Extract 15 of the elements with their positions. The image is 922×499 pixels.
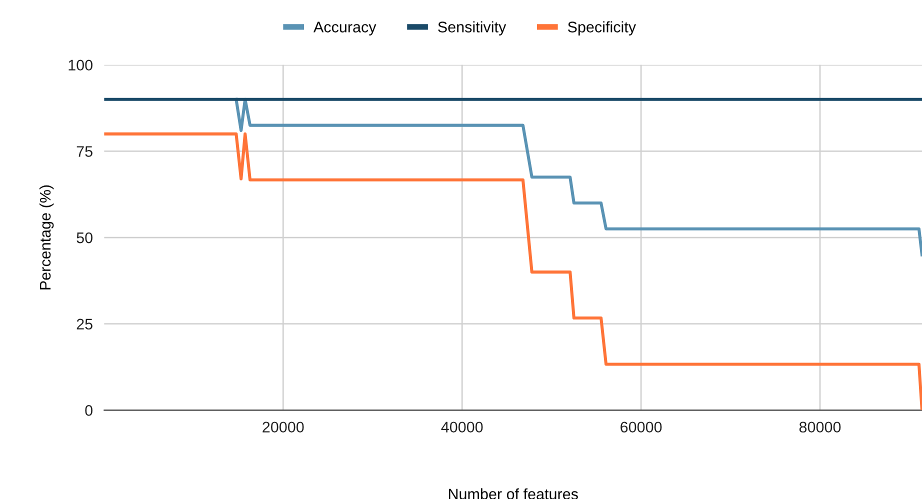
y-axis-title: Percentage (%) <box>39 185 54 290</box>
line-series <box>104 132 922 410</box>
y-tick-label: 0 <box>85 405 92 416</box>
legend-label: Accuracy <box>313 22 376 36</box>
legend-label: Specificity <box>568 21 636 36</box>
x-tick-label: 20000 <box>262 422 304 433</box>
y-tick-label: 50 <box>76 232 92 244</box>
x-tick-label: 40000 <box>441 422 483 433</box>
y-tick-label: 25 <box>76 318 92 330</box>
y-tick-label: 100 <box>68 60 92 71</box>
x-tick-label: 60000 <box>620 422 662 433</box>
line-series <box>234 98 922 256</box>
y-tick-label: 75 <box>76 146 92 157</box>
x-tick-label: 80000 <box>799 422 841 433</box>
legend-label: Sensitivity <box>438 21 506 36</box>
